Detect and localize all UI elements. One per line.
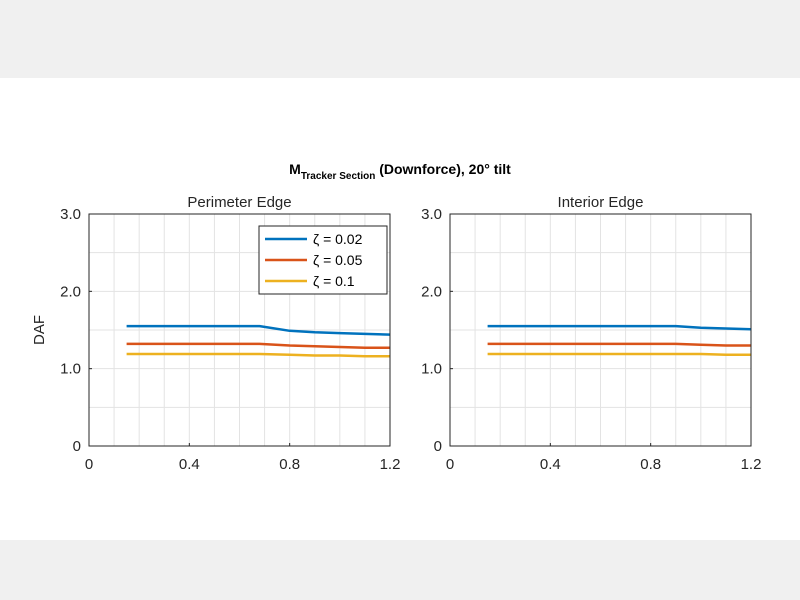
- y-tick-label: 0: [434, 438, 442, 455]
- legend-label: ζ = 0.05: [313, 252, 363, 268]
- panel-title: Perimeter Edge: [187, 194, 291, 211]
- series-line-2: [487, 342, 751, 347]
- y-axis-label: DAF: [31, 315, 48, 345]
- figure: MTracker Section (Downforce), 20° tilt 0…: [0, 78, 800, 540]
- series-line-3: [487, 352, 751, 356]
- series-line-2: [126, 342, 390, 350]
- y-tick-label: 1.0: [421, 361, 442, 378]
- figure-title-subscript: Tracker Section: [301, 171, 375, 182]
- x-tick-label: 1.2: [380, 456, 401, 473]
- x-tick-label: 0.4: [179, 456, 200, 473]
- legend-label: ζ = 0.1: [313, 273, 355, 289]
- y-tick-label: 3.0: [421, 206, 442, 223]
- x-tick-label: 0: [446, 456, 454, 473]
- chart-svg: MTracker Section (Downforce), 20° tilt 0…: [31, 161, 761, 473]
- legend-label: ζ = 0.02: [313, 231, 363, 247]
- x-tick-label: 0.4: [540, 456, 561, 473]
- figure-title-rest: (Downforce), 20° tilt: [375, 161, 511, 177]
- figure-title: MTracker Section (Downforce), 20° tilt: [289, 161, 511, 182]
- x-tick-label: 1.2: [741, 456, 762, 473]
- axes-box: [449, 213, 752, 447]
- series-line-1: [126, 324, 391, 336]
- x-tick-label: 0.8: [279, 456, 300, 473]
- chart-interior-edge: 0 0.4 0.8 1.2 0 1.0 2.0 3.0 Interior Edge: [421, 194, 761, 473]
- y-tick-label: 2.0: [60, 283, 81, 300]
- x-tick-label: 0: [85, 456, 93, 473]
- series-line-3: [126, 352, 390, 358]
- series-line-1: [487, 324, 752, 331]
- x-tick-label: 0.8: [640, 456, 661, 473]
- y-tick-label: 2.0: [421, 283, 442, 300]
- y-tick-label: 1.0: [60, 361, 81, 378]
- axes-box: [88, 213, 391, 447]
- chart-perimeter-edge: 0 0.4 0.8 1.2 0 1.0 2.0 3.0 Perimeter Edge DAF ζ =…: [31, 194, 400, 473]
- y-tick-label: 3.0: [60, 206, 81, 223]
- y-tick-label: 0: [73, 438, 81, 455]
- figure-title-main: M: [289, 161, 301, 177]
- panel-title: Interior Edge: [558, 194, 644, 211]
